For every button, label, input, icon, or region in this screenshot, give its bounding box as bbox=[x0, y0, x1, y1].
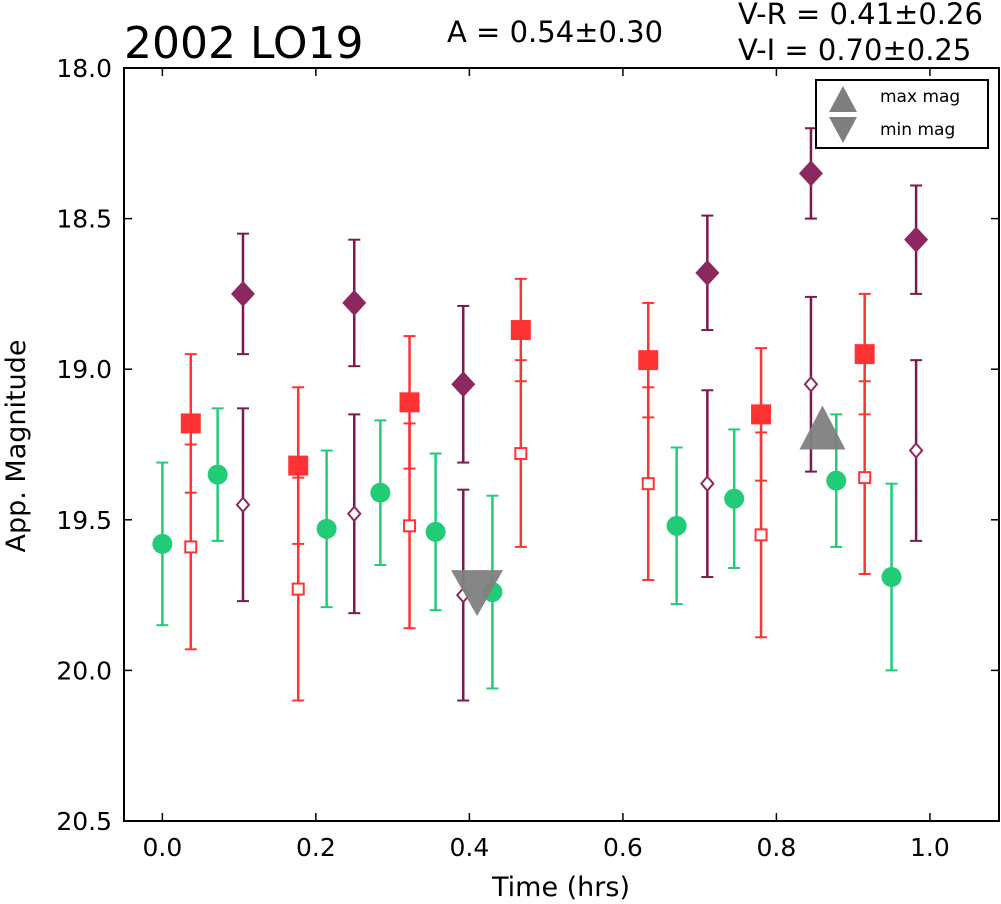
red-open-square-point bbox=[514, 447, 528, 461]
min-mag-triangle bbox=[451, 570, 504, 617]
purple-diamond-point bbox=[695, 259, 720, 286]
red-square-point bbox=[399, 392, 420, 413]
y-tick-label: 18.5 bbox=[56, 205, 112, 234]
green-circle-point bbox=[881, 567, 902, 588]
purple-diamond-point bbox=[798, 160, 823, 187]
vi-color-annotation: V-I = 0.70±0.25 bbox=[738, 33, 971, 67]
red-square-point bbox=[854, 344, 875, 365]
x-axis-label: Time (hrs) bbox=[491, 872, 630, 903]
x-tick-label: 0.4 bbox=[450, 833, 490, 862]
purple-open-diamond-point bbox=[235, 496, 251, 514]
legend-min-mag-marker bbox=[829, 117, 857, 143]
y-axis-label: App. Magnitude bbox=[1, 340, 32, 553]
red-open-square-point bbox=[641, 477, 655, 491]
purple-diamond-point bbox=[451, 371, 476, 398]
x-tick-label: 0.6 bbox=[603, 833, 643, 862]
red-open-square-point bbox=[184, 540, 198, 554]
y-tick-label: 19.5 bbox=[56, 506, 112, 535]
legend-max-mag-marker bbox=[829, 86, 857, 112]
data-marks bbox=[152, 127, 929, 702]
red-square-point bbox=[751, 404, 772, 425]
amplitude-annotation: A = 0.54±0.30 bbox=[447, 15, 663, 49]
x-tick-label: 0.8 bbox=[757, 833, 797, 862]
purple-diamond-point bbox=[904, 226, 929, 253]
red-square-point bbox=[288, 455, 309, 476]
purple-open-diamond-point bbox=[700, 475, 715, 493]
green-circle-point bbox=[152, 533, 173, 554]
red-square-point bbox=[180, 413, 201, 434]
red-square-point bbox=[638, 350, 659, 371]
y-tick-label: 19.0 bbox=[56, 355, 112, 384]
green-circle-point bbox=[207, 464, 228, 485]
plot-frame bbox=[123, 67, 1000, 822]
x-tick-label: 0.2 bbox=[296, 833, 336, 862]
red-open-square-point bbox=[858, 471, 872, 485]
chart-title: 2002 LO19 bbox=[124, 18, 364, 69]
purple-open-diamond-point bbox=[803, 375, 819, 393]
green-circle-point bbox=[425, 521, 446, 542]
green-circle-point bbox=[826, 470, 847, 491]
y-tick-label: 20.0 bbox=[56, 656, 112, 685]
legend: max mag min mag bbox=[815, 79, 989, 149]
x-tick-label: 1.0 bbox=[910, 833, 950, 862]
red-square-point bbox=[510, 320, 531, 341]
red-open-square-point bbox=[291, 582, 305, 596]
axis-ticks: 0.0 0.2 0.4 0.6 0.8 1.0 18.0 18.5 19.0 19.5 20.0 20… bbox=[56, 54, 999, 862]
purple-open-diamond-point bbox=[908, 441, 924, 460]
x-tick-label: 0.0 bbox=[142, 833, 182, 862]
purple-diamond-point bbox=[342, 289, 367, 316]
green-circle-point bbox=[724, 488, 745, 509]
green-circle-point bbox=[370, 482, 391, 503]
red-open-square-point bbox=[403, 519, 417, 533]
max-mag-triangle bbox=[799, 405, 846, 450]
green-circle-point bbox=[666, 515, 687, 536]
vr-color-annotation: V-R = 0.41±0.26 bbox=[738, 0, 983, 31]
purple-open-diamond-point bbox=[346, 505, 362, 523]
legend-max-mag-label: max mag bbox=[880, 87, 960, 107]
red-open-square-point bbox=[754, 528, 768, 542]
y-tick-label: 20.5 bbox=[56, 807, 112, 836]
green-circle-point bbox=[316, 518, 337, 539]
legend-min-mag-label: min mag bbox=[880, 120, 955, 140]
y-tick-label: 18.0 bbox=[56, 54, 112, 83]
purple-diamond-point bbox=[230, 280, 255, 307]
